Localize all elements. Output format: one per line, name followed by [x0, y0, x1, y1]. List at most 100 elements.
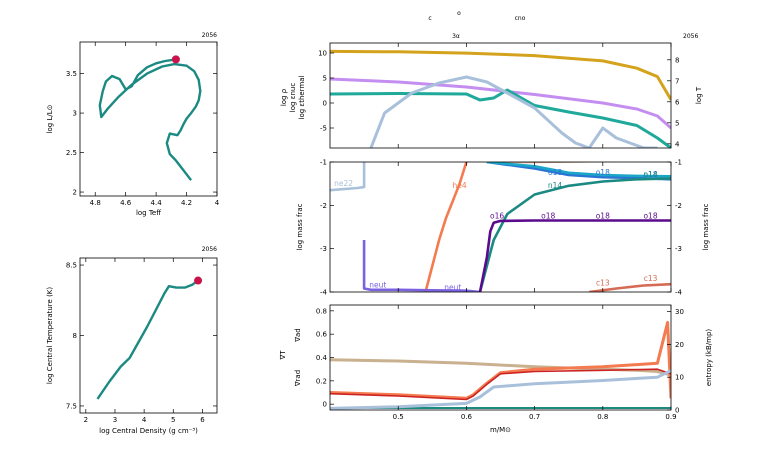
- y-tick-label: -4: [320, 289, 328, 297]
- header-cno: cno: [515, 15, 526, 22]
- y-tick-label: -1: [320, 159, 327, 167]
- isotope-label: o18: [643, 170, 657, 179]
- x-tick-label: 0.9: [665, 413, 676, 421]
- y-tick-label: 0.4: [316, 354, 328, 362]
- x-tick-label: 4: [142, 416, 147, 424]
- mg24-line: [486, 162, 671, 178]
- eps_thermal-line: [369, 75, 658, 148]
- header-3alpha: 3α: [452, 33, 460, 40]
- rho-line: [330, 77, 671, 130]
- hr-diagram: 4.8 4.6 4.4 4.2 4 2 2.5 3 3.5 log Teff log L/L⊙ 205…: [46, 32, 220, 217]
- y-tick-label: 8: [73, 332, 77, 340]
- x-tick-label: 2: [84, 416, 88, 424]
- y-tick-label: 7.5: [66, 402, 77, 410]
- isotope-label: ne20: [491, 155, 510, 164]
- logT-line: [330, 49, 671, 101]
- isotope-label: o16: [490, 211, 504, 220]
- isotope-label: c13: [596, 279, 610, 288]
- ne22-line: [330, 162, 366, 192]
- y-tick-label-right: 5: [675, 119, 679, 127]
- y-tick-label: -5: [320, 125, 327, 133]
- y-tick-label-right: 4: [675, 140, 680, 148]
- y-tick-label-right: 7: [675, 77, 679, 85]
- isotope-label: o18: [548, 168, 562, 177]
- isotope-label: c12: [514, 155, 528, 164]
- x-tick-label: 4.4: [151, 199, 163, 207]
- y-tick-label: 2: [73, 189, 77, 197]
- current-model-marker: [171, 55, 180, 64]
- isotope-label: n14: [643, 170, 658, 179]
- y-tick-label: 0.8: [316, 307, 327, 315]
- right-axis-label: entropy (kB/mp): [705, 329, 713, 387]
- isotope-label: neut: [369, 281, 386, 290]
- isotope-label: n14: [548, 181, 563, 190]
- x-axis-label: m/M⊙: [490, 426, 511, 434]
- hr-track: [98, 58, 202, 181]
- y-axis-label: log mass frac: [296, 203, 304, 250]
- model-number: 2056: [683, 33, 698, 40]
- isotope-label: o18: [541, 211, 555, 220]
- y-tick-label-right: -3: [675, 245, 682, 253]
- x-axis-label: log Teff: [136, 209, 161, 217]
- left-axis-label: log εthermal: [298, 75, 306, 119]
- y-tick-label: 0: [323, 100, 327, 108]
- y-tick-label-right: 20: [675, 341, 684, 349]
- isotope-label: neut: [444, 283, 461, 292]
- isotope-label: c13: [644, 274, 658, 283]
- y-tick-label-right: -4: [675, 289, 683, 297]
- n14-line: [478, 177, 671, 292]
- left-axis-label: ∇rad: [294, 370, 302, 387]
- isotope-label: he4: [453, 181, 467, 190]
- left-axis-label: log εnuc: [289, 83, 297, 113]
- x-tick-label: 4.8: [90, 199, 101, 207]
- y-tick-label: 3: [73, 110, 77, 118]
- central-rho-t-plot: 2 3 4 5 6 7.5 8 8.5 log Central Density (g cm⁻³)…: [46, 246, 218, 435]
- y-tick-label: 5: [323, 75, 327, 83]
- grad_rad-line: [330, 321, 671, 400]
- y-tick-label: 8.5: [66, 262, 77, 270]
- current-model-marker: [194, 276, 203, 285]
- grad_T-line: [330, 368, 671, 401]
- plot-frame: [79, 41, 218, 197]
- y-tick-label-right: -2: [675, 202, 682, 210]
- model-number: 2056: [202, 32, 217, 39]
- profile-top-panel: -5 0 5 10 4 5 6 7 8 2056 log ρ log εnuc log εthermal…: [280, 33, 703, 149]
- o16-line: [478, 219, 671, 292]
- x-tick-label: 4.2: [181, 199, 192, 207]
- y-tick-label: 3.5: [66, 70, 77, 78]
- x-tick-label: 4.6: [120, 199, 132, 207]
- y-tick-label: 10: [318, 50, 327, 58]
- y-tick-label: 2.5: [66, 149, 77, 157]
- x-tick-label: 0.5: [393, 413, 404, 421]
- y-tick-label-right: 6: [675, 98, 680, 106]
- y-tick-label-right: -1: [675, 159, 682, 167]
- y-tick-label: 0: [323, 401, 327, 409]
- header-c: c: [428, 15, 431, 22]
- model-number: 2056: [202, 246, 217, 253]
- gradient-panel: 0.5 0.6 0.7 0.8 0.900.20.40.60.80102030m/M⊙∇…: [279, 304, 713, 434]
- x-tick-label: 0.7: [529, 413, 540, 421]
- y-axis-label-right: log mass frac: [702, 203, 710, 250]
- x-tick-label: 3: [113, 416, 117, 424]
- y-axis-label: log L/L⊙: [46, 105, 54, 134]
- entropy-line: [330, 369, 671, 410]
- y-tick-label-right: 0: [675, 407, 679, 415]
- y-axis-label: log Central Temperature (K): [46, 287, 54, 384]
- isotope-label: o18: [643, 211, 657, 220]
- x-tick-label: 0.6: [461, 413, 473, 421]
- isotope-label: ne22: [334, 179, 353, 188]
- right-axis-label: log T: [695, 86, 703, 104]
- series-group: [330, 49, 671, 148]
- y-tick-label: -3: [320, 245, 327, 253]
- y-tick-label-right: 8: [675, 56, 679, 64]
- plot-frame: [329, 42, 672, 149]
- x-tick-label: 0.8: [597, 413, 608, 421]
- he4-line: [424, 162, 468, 292]
- plot-frame: [329, 161, 672, 293]
- rho-t-track: [96, 279, 199, 400]
- left-axis-label: log ρ: [280, 88, 288, 106]
- x-tick-label: 5: [171, 416, 175, 424]
- header-o: o: [457, 10, 461, 17]
